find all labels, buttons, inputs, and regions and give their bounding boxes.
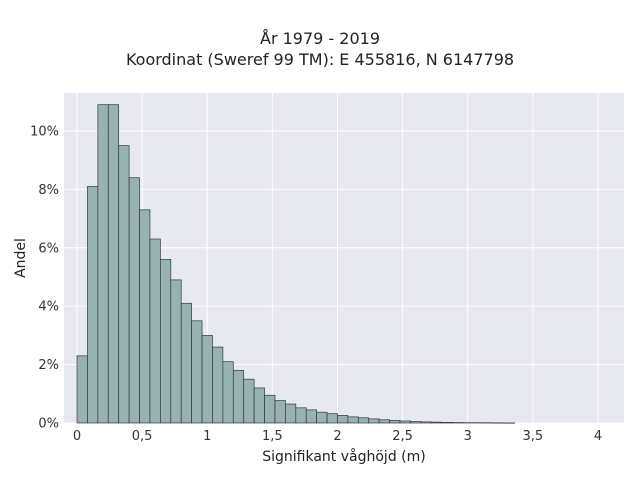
histogram-bar: [180, 302, 192, 424]
histogram-bar: [232, 370, 245, 424]
y-tick-label: 10%: [30, 124, 59, 139]
histogram-bar: [357, 417, 370, 424]
histogram-bar: [118, 145, 130, 424]
histogram-bar: [222, 361, 234, 424]
x-tick-label: 3: [464, 429, 472, 444]
chart-subtitle: Koordinat (Sweref 99 TM): E 455816, N 61…: [125, 50, 515, 69]
histogram-bar: [97, 104, 109, 424]
y-tick-label: 0%: [38, 417, 59, 432]
histogram-bar: [389, 420, 401, 424]
x-axis-ticks: 0 0,5 1 1,5 2 2,5 3 3,5 4: [73, 429, 602, 444]
histogram-bar: [347, 416, 359, 424]
x-tick-label: 0: [73, 429, 81, 444]
histogram-bar: [87, 186, 99, 424]
y-tick-label: 2%: [38, 358, 59, 373]
x-tick-label: 2,5: [392, 429, 413, 444]
histogram-bar: [274, 400, 286, 424]
histogram-bar: [170, 279, 182, 424]
histogram-bar: [305, 409, 318, 424]
bar-group: [76, 104, 515, 424]
x-tick-label: 1: [203, 429, 211, 444]
histogram-bar: [149, 238, 161, 424]
histogram-bar: [316, 411, 328, 424]
y-tick-label: 8%: [38, 183, 59, 198]
histogram-bar: [253, 387, 265, 424]
histogram-bar: [212, 346, 224, 424]
histogram-bar: [337, 415, 349, 424]
histogram-bar: [326, 413, 338, 424]
x-tick-label: 1,5: [262, 429, 283, 444]
histogram-bar: [295, 407, 307, 424]
y-axis-ticks: 0% 2% 4% 6% 8% 10%: [30, 124, 59, 431]
x-axis-label: Signifikant våghöjd (m): [262, 448, 425, 465]
histogram-bar: [410, 421, 422, 424]
histogram-bar: [139, 209, 151, 424]
histogram-bar: [378, 419, 390, 424]
x-tick-label: 3,5: [522, 429, 543, 444]
histogram-bar: [243, 378, 255, 424]
y-axis-label: Andel: [13, 238, 29, 278]
histogram-bar: [264, 394, 276, 424]
histogram-bar: [420, 421, 432, 424]
histogram-bar: [368, 418, 380, 424]
histogram-bar: [285, 403, 297, 424]
x-tick-label: 0,5: [132, 429, 153, 444]
chart-title: År 1979 - 2019: [260, 29, 380, 48]
histogram-bar: [399, 420, 411, 424]
histogram-bar: [430, 421, 443, 424]
histogram-bar: [76, 355, 88, 424]
histogram-bar: [128, 177, 140, 424]
x-tick-label: 2: [333, 429, 341, 444]
histogram-bar: [191, 320, 203, 424]
y-tick-label: 4%: [38, 300, 59, 315]
histogram-bar: [201, 335, 213, 424]
histogram-bar: [441, 422, 453, 424]
x-tick-label: 4: [594, 429, 602, 444]
histogram-bar: [160, 259, 172, 424]
y-tick-label: 6%: [38, 241, 59, 256]
histogram-bar: [107, 104, 120, 424]
